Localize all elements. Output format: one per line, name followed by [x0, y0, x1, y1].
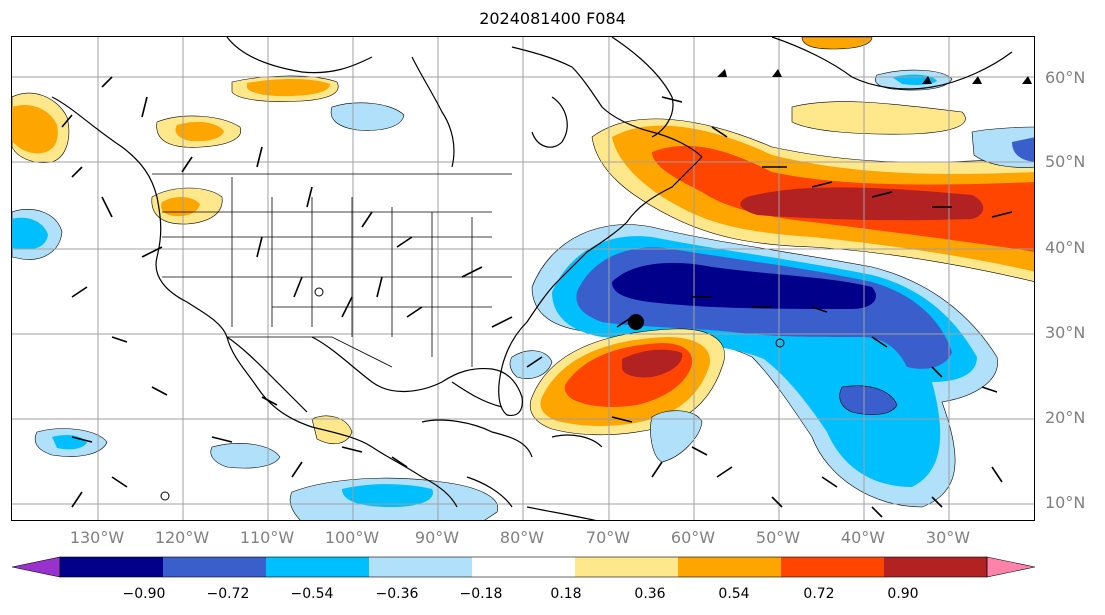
negative-patch-hudson	[330, 102, 405, 131]
colorbar-tick: 0.18	[550, 586, 582, 602]
lon-label-120w: 120°W	[154, 528, 210, 547]
lat-label-40n: 40°N	[1045, 238, 1086, 257]
political-borders	[152, 173, 512, 368]
storm-marker	[628, 314, 644, 330]
lon-label-50w: 50°W	[755, 528, 801, 547]
colorbar-extend-high	[986, 556, 1036, 578]
colorbar-extend-low	[11, 556, 61, 578]
negative-patch-south-cluster	[839, 385, 898, 415]
colorbar-tick: −0.54	[290, 586, 334, 602]
hollow-marker-3	[160, 491, 170, 501]
colorbar-segment	[575, 557, 678, 577]
gridlines	[12, 37, 1034, 520]
colorbar-tick: 0.72	[803, 586, 835, 602]
lon-label-130w: 130°W	[69, 528, 125, 547]
map-canvas	[12, 37, 1034, 520]
lon-label-100w: 100°W	[324, 528, 380, 547]
negative-patch-east-atlantic	[971, 126, 1034, 168]
colorbar-tick: 0.36	[634, 586, 666, 602]
positive-patch-greenland	[801, 37, 873, 50]
lon-label-70w: 70°W	[585, 528, 631, 547]
positive-patch-pacific-south	[311, 415, 353, 445]
negative-patch-central-america	[210, 443, 281, 469]
lat-label-60n: 60°N	[1045, 68, 1086, 87]
lon-label-60w: 60°W	[670, 528, 716, 547]
colorbar-segments	[11, 556, 1036, 578]
pennant-markers	[717, 69, 1032, 84]
colorbar-segment	[163, 557, 266, 577]
colorbar-segment	[266, 557, 369, 577]
colorbar-tick: −0.72	[206, 586, 250, 602]
lat-label-50n: 50°N	[1045, 152, 1086, 171]
colorbar-segment	[678, 557, 781, 577]
lat-label-10n: 10°N	[1045, 493, 1086, 512]
lon-label-40w: 40°W	[840, 528, 886, 547]
map-title: 2024081400 F084	[479, 9, 626, 28]
colorbar-segment	[781, 557, 884, 577]
lon-label-80w: 80°W	[499, 528, 545, 547]
colorbar-segment	[884, 557, 987, 577]
hollow-marker-2	[314, 287, 324, 297]
colorbar-tick: 0.90	[887, 586, 919, 602]
colorbar-tick: 0.54	[718, 586, 750, 602]
colorbar-outline	[59, 556, 988, 578]
negative-patch-antilles	[650, 410, 703, 463]
lon-label-90w: 90°W	[414, 528, 460, 547]
colorbar-tick: −0.90	[122, 586, 166, 602]
colorbar-segment	[472, 557, 575, 577]
colorbar-tick: −0.36	[375, 586, 419, 602]
positive-patch-labrador-sea	[791, 101, 966, 135]
coastlines	[51, 37, 1013, 520]
lon-label-30w: 30°W	[925, 528, 971, 547]
colorbar-tick: −0.18	[459, 586, 503, 602]
map-area	[11, 36, 1035, 521]
wind-barbs	[61, 76, 1013, 518]
colorbar-segment	[60, 557, 163, 577]
lat-label-30n: 30°N	[1045, 323, 1086, 342]
lat-label-20n: 20°N	[1045, 408, 1086, 427]
colorbar-segment	[369, 557, 472, 577]
lon-label-110w: 110°W	[239, 528, 295, 547]
colorbar	[11, 556, 1036, 578]
hollow-marker-1	[775, 338, 785, 348]
shaded-anomaly-regions	[12, 37, 1034, 520]
